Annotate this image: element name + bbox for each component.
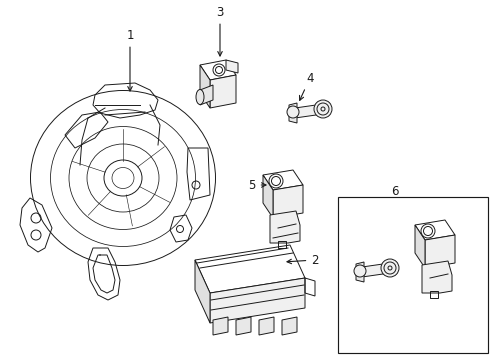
Polygon shape	[195, 260, 210, 323]
Ellipse shape	[196, 90, 204, 104]
Circle shape	[269, 174, 283, 188]
Circle shape	[287, 106, 299, 118]
Polygon shape	[289, 103, 297, 123]
Polygon shape	[210, 75, 236, 108]
Text: 4: 4	[299, 72, 314, 100]
Circle shape	[314, 100, 332, 118]
Polygon shape	[356, 262, 364, 282]
Polygon shape	[236, 317, 251, 335]
Text: 1: 1	[126, 28, 134, 91]
Polygon shape	[270, 211, 300, 243]
Text: 2: 2	[287, 253, 319, 266]
Polygon shape	[425, 235, 455, 268]
Polygon shape	[415, 225, 425, 268]
Text: 6: 6	[391, 185, 399, 198]
Text: 3: 3	[216, 5, 224, 56]
Polygon shape	[259, 317, 274, 335]
Polygon shape	[213, 317, 228, 335]
Polygon shape	[422, 261, 452, 293]
Polygon shape	[295, 104, 323, 118]
Circle shape	[354, 265, 366, 277]
Circle shape	[421, 224, 435, 238]
Polygon shape	[210, 278, 305, 323]
Polygon shape	[200, 85, 213, 105]
Polygon shape	[282, 317, 297, 335]
Polygon shape	[226, 60, 238, 73]
Circle shape	[381, 259, 399, 277]
Text: 5: 5	[248, 179, 266, 192]
Polygon shape	[273, 185, 303, 218]
Polygon shape	[362, 263, 390, 277]
Polygon shape	[200, 65, 210, 108]
Circle shape	[213, 64, 225, 76]
Bar	[338, 197, 488, 353]
Polygon shape	[263, 175, 273, 218]
